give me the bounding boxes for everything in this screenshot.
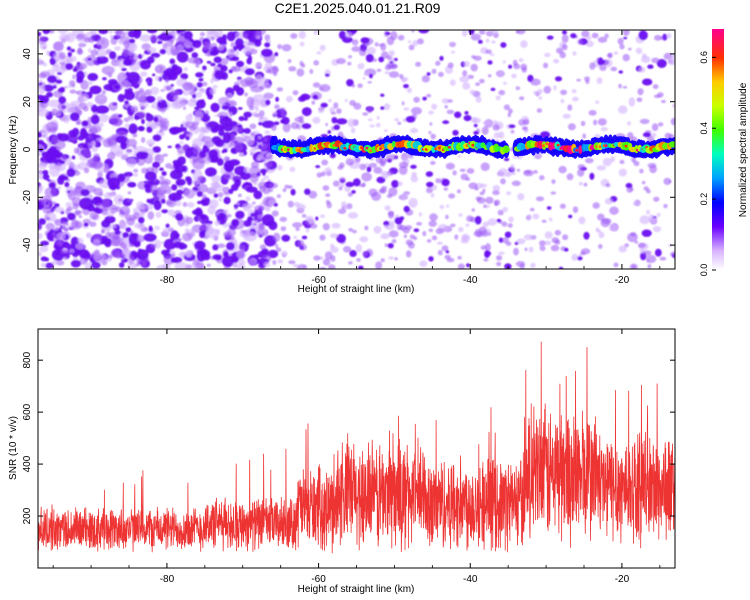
snr-series-line (38, 341, 675, 554)
colorbar-label: Normalized spectral amplitude (738, 82, 749, 217)
colorbar-tick-label: 0.6 (699, 51, 709, 64)
spectrogram-y-tick-label: -20 (22, 190, 33, 205)
spectrogram-y-label: Frequency (Hz) (8, 116, 19, 185)
snr-x-label: Height of straight line (km) (298, 584, 415, 595)
chart-title: C2E1.2025.040.01.21.R09 (274, 0, 441, 16)
colorbar-tick-label: 0.2 (699, 193, 709, 206)
snr-y-label: SNR (10 * v/v) (8, 416, 19, 480)
snr-y-axis: 200 400 600 800 (22, 351, 675, 524)
snr-x-tick-label: -20 (615, 574, 630, 585)
snr-y-tick-label: 200 (22, 507, 33, 524)
snr-x-axis: -80 -60 -40 -20 (52, 329, 661, 585)
colorbar-tick-label: 0.4 (699, 122, 709, 135)
spectrogram-panel: -80 -60 -40 -20 -40 -20 0 20 40 Height of strai… (8, 29, 676, 295)
spectrogram-y-axis: -40 -20 0 20 40 (22, 48, 675, 252)
colorbar-ticks: 0.0 0.2 0.4 0.6 (699, 51, 716, 276)
spectrogram-signal-band (269, 134, 675, 160)
snr-x-tick-label: -40 (463, 574, 478, 585)
spectrogram-x-tick-label: -20 (615, 275, 630, 286)
spectrogram-x-tick-label: -60 (311, 275, 326, 286)
colorbar-gradient (712, 29, 724, 270)
spectrogram-y-tick-label: 20 (22, 96, 33, 108)
spectrogram-y-tick-label: 0 (22, 146, 33, 152)
spectrogram-x-label: Height of straight line (km) (298, 284, 415, 295)
spectrogram-y-tick-label: -40 (22, 237, 33, 252)
snr-panel: -80 -60 -40 -20 200 400 600 800 Height of stra… (8, 328, 676, 595)
snr-y-tick-label: 400 (22, 455, 33, 472)
snr-x-tick-label: -80 (160, 574, 175, 585)
colorbar-tick-label: 0.0 (699, 264, 709, 277)
spectrogram-x-tick-label: -40 (463, 275, 478, 286)
snr-y-tick-label: 800 (22, 351, 33, 368)
spectrogram-x-tick-label: -80 (160, 275, 175, 286)
snr-y-tick-label: 600 (22, 403, 33, 420)
snr-x-tick-label: -60 (311, 574, 326, 585)
spectrogram-x-axis: -80 -60 -40 -20 (52, 30, 661, 286)
colorbar: 0.0 0.2 0.4 0.6 Normalized spectral amplitu… (699, 29, 749, 276)
spectrogram-y-tick-label: 40 (22, 48, 33, 60)
